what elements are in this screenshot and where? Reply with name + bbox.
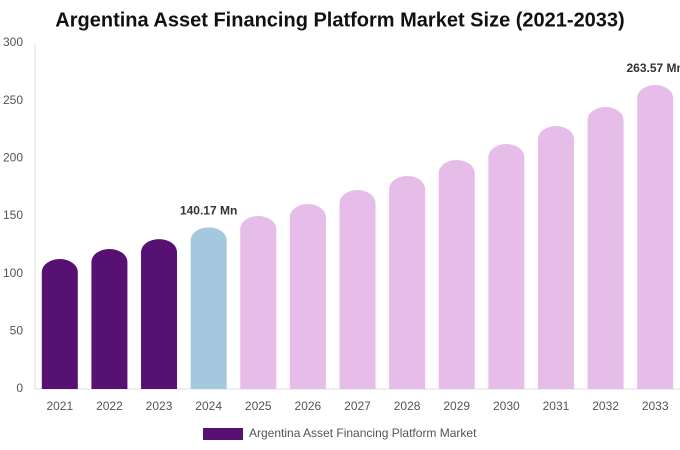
y-tick-label: 100 — [3, 266, 23, 280]
chart-title: Argentina Asset Financing Platform Marke… — [55, 9, 624, 31]
bar — [438, 159, 475, 389]
x-tick-label: 2026 — [295, 399, 322, 413]
legend-label: Argentina Asset Financing Platform Marke… — [249, 426, 477, 440]
x-tick-label: 2028 — [394, 399, 421, 413]
data-label: 263.57 Mn — [627, 61, 680, 75]
x-tick-label: 2021 — [46, 399, 73, 413]
x-tick-label: 2024 — [195, 399, 222, 413]
x-tick-label: 2027 — [344, 399, 371, 413]
y-tick-label: 150 — [3, 208, 23, 222]
y-tick-label: 0 — [16, 381, 23, 395]
bar — [190, 227, 227, 389]
x-tick-label: 2025 — [245, 399, 272, 413]
bar — [289, 204, 326, 389]
bar — [389, 175, 426, 389]
y-tick-label: 250 — [3, 93, 23, 107]
bar — [537, 126, 574, 390]
x-tick-label: 2029 — [443, 399, 470, 413]
y-tick-label: 300 — [3, 35, 23, 49]
x-tick-label: 2030 — [493, 399, 520, 413]
legend-swatch — [203, 428, 243, 440]
bar — [339, 190, 376, 389]
bar — [91, 248, 128, 389]
bar — [587, 107, 624, 389]
bar — [41, 259, 78, 389]
bar — [240, 216, 277, 389]
bar — [141, 239, 178, 389]
x-tick-label: 2023 — [146, 399, 173, 413]
bar — [488, 144, 525, 389]
x-tick-label: 2033 — [642, 399, 669, 413]
x-tick-label: 2022 — [96, 399, 123, 413]
x-tick-label: 2031 — [543, 399, 570, 413]
y-tick-label: 50 — [10, 324, 24, 338]
y-tick-label: 200 — [3, 151, 23, 165]
data-label: 140.17 Mn — [180, 204, 237, 218]
bar — [637, 85, 674, 389]
x-tick-label: 2032 — [592, 399, 619, 413]
